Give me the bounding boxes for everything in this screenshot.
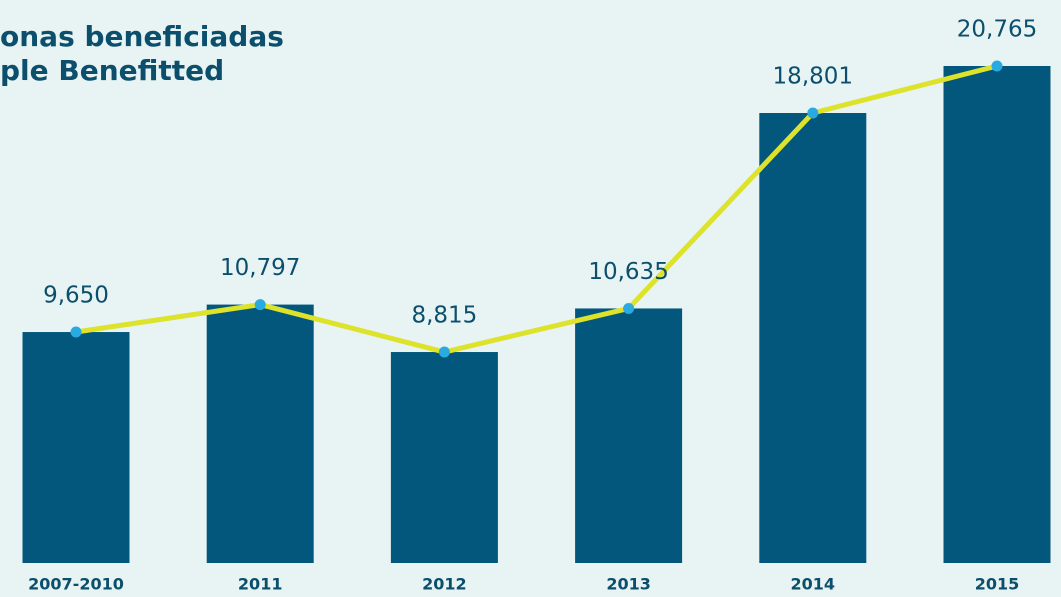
bar [206,304,314,563]
data-label: 10,797 [220,255,300,281]
bar [575,308,683,563]
marker [807,107,819,119]
data-label: 10,635 [588,259,668,285]
chart-title: ple Benefitted [0,54,224,87]
x-tick-label: 2011 [238,575,283,594]
bar [943,66,1051,563]
x-tick-label: 2014 [791,575,836,594]
bar [759,113,867,563]
marker [70,326,82,338]
line [75,63,998,355]
x-tick-label: 2012 [422,575,467,594]
x-tick-label: 2007-2010 [28,575,124,594]
data-label: 9,650 [43,283,109,309]
chart-title: onas beneficiadas [0,20,284,53]
marker [623,302,635,314]
data-label: 20,765 [957,17,1037,43]
bar [22,332,130,563]
marker [438,346,450,358]
bar [390,352,498,563]
x-tick-label: 2015 [975,575,1020,594]
x-tick-label: 2013 [606,575,651,594]
data-label: 18,801 [773,64,853,90]
marker [254,299,266,311]
marker [991,60,1003,72]
data-label: 8,815 [411,303,477,329]
